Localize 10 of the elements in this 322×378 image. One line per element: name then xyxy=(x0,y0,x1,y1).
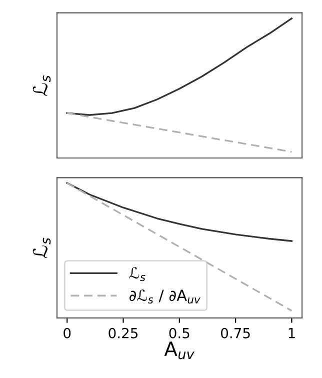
x-tick-label: 1 xyxy=(288,328,295,338)
y-axis-title: ℒ$_{s}$ xyxy=(32,75,51,96)
legend-label: ∂ℒ$_{s}$ / ∂A$_{uv}$ xyxy=(130,290,200,304)
y-axis-title: ℒ$_{s}$ xyxy=(32,238,51,258)
x-axis-title: A$_{uv}$ xyxy=(164,342,194,360)
legend-label: ℒ$_{s}$ xyxy=(129,267,146,282)
x-tick-label: 0 xyxy=(64,328,71,338)
x-tick-label: 0.25 xyxy=(108,328,138,338)
x-tick-label: 0.5 xyxy=(169,328,190,338)
x-tick-label: 0.75 xyxy=(221,328,250,338)
